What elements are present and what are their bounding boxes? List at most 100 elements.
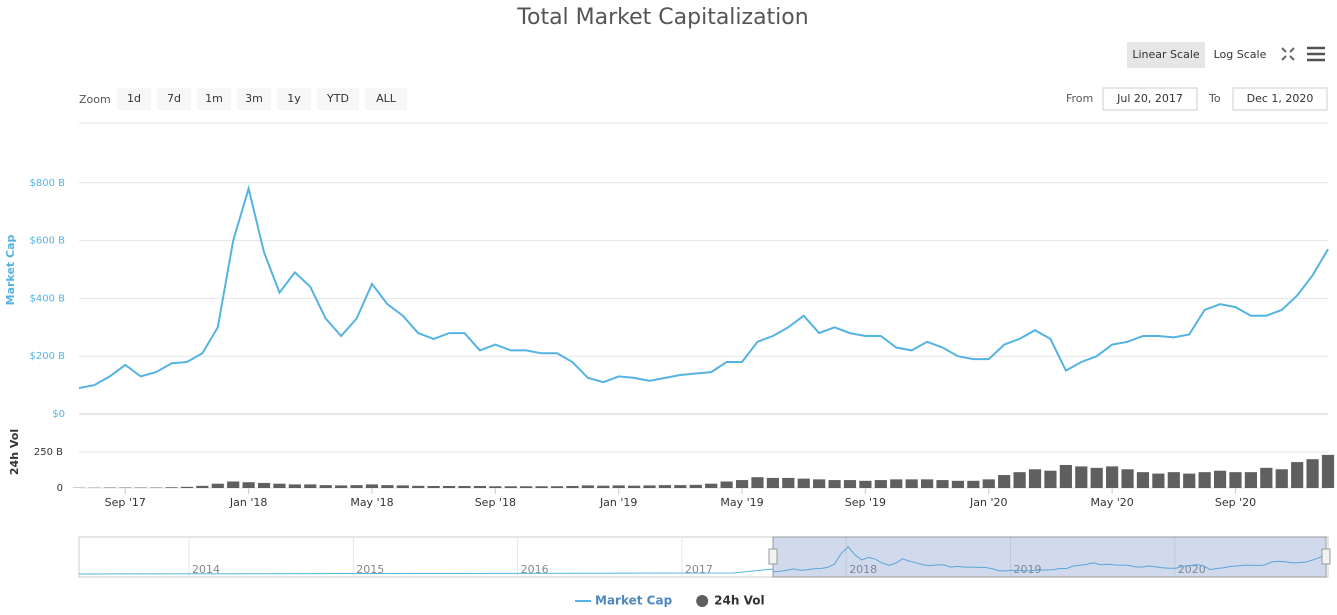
log-label[interactable]: Log Scale <box>1214 48 1267 61</box>
navigator-label: 2016 <box>521 563 549 576</box>
volume-bar <box>1183 474 1195 488</box>
volume-bar <box>227 482 239 488</box>
volume-bar <box>551 486 563 488</box>
volume-bar <box>582 485 594 488</box>
volume-bar <box>1091 468 1103 488</box>
navigator-handle[interactable] <box>1322 549 1330 564</box>
volume-bar <box>859 481 871 488</box>
x-tick-label: Jan '18 <box>229 496 267 509</box>
volume-bar <box>1106 466 1118 488</box>
zoom-button-label[interactable]: 1y <box>287 92 301 105</box>
volume-bar <box>936 480 948 488</box>
navigator-selection[interactable] <box>773 537 1326 577</box>
y-tick-label: $400 B <box>30 293 66 304</box>
volume-bar <box>813 479 825 488</box>
fullscreen-icon[interactable] <box>1282 48 1294 60</box>
volume-bar <box>721 482 733 488</box>
volume-bar <box>1291 462 1303 488</box>
linear-label[interactable]: Linear Scale <box>1132 48 1200 61</box>
volume-bar <box>906 479 918 488</box>
volume-bar <box>1121 469 1133 488</box>
volume-bar <box>366 484 378 488</box>
volume-bar <box>397 485 409 488</box>
from-label: From <box>1066 92 1093 105</box>
x-tick-label: Jan '20 <box>969 496 1007 509</box>
y-axis-title: Market Cap <box>4 235 17 306</box>
market-cap-line <box>79 189 1328 388</box>
volume-bar <box>243 482 255 488</box>
volume-bar <box>828 480 840 488</box>
x-tick-label: May '18 <box>350 496 393 509</box>
volume-bar <box>983 479 995 488</box>
volume-bar <box>165 487 177 488</box>
navigator-handle[interactable] <box>769 549 777 564</box>
volume-bar <box>196 486 208 488</box>
x-tick-label: May '20 <box>1090 496 1133 509</box>
volume-bar <box>1260 468 1272 488</box>
volume-bar <box>1075 466 1087 488</box>
volume-bar <box>428 486 440 488</box>
to-value[interactable]: Dec 1, 2020 <box>1247 92 1314 105</box>
volume-bar <box>1199 472 1211 488</box>
y-tick-label: $200 B <box>30 351 66 362</box>
volume-bar <box>1306 459 1318 488</box>
volume-bar <box>628 486 640 488</box>
x-tick-label: May '19 <box>720 496 763 509</box>
zoom-button-label[interactable]: 1m <box>205 92 223 105</box>
volume-bar <box>921 479 933 488</box>
zoom-button-label[interactable]: YTD <box>326 92 349 105</box>
volume-bar <box>1245 472 1257 488</box>
volume-bar <box>705 484 717 488</box>
volume-bar <box>1322 455 1334 488</box>
volume-bar <box>535 486 547 488</box>
volume-bar <box>736 480 748 488</box>
volume-bar <box>659 485 671 488</box>
volume-bar <box>1168 472 1180 488</box>
x-tick-label: Sep '19 <box>845 496 886 509</box>
volume-bar <box>412 486 424 488</box>
volume-bar <box>767 478 779 488</box>
volume-bar <box>1276 469 1288 488</box>
volume-bar <box>967 481 979 488</box>
volume-bar <box>782 478 794 488</box>
x-tick-label: Jan '19 <box>599 496 637 509</box>
y-tick-label: $600 B <box>30 236 66 247</box>
volume-bar <box>613 485 625 488</box>
volume-bar <box>1137 472 1149 488</box>
volume-bar <box>258 483 270 488</box>
volume-bar <box>674 485 686 488</box>
navigator-label: 2017 <box>685 563 713 576</box>
volume-bar <box>1060 465 1072 488</box>
volume-bar <box>505 486 517 488</box>
legend-symbol[interactable] <box>696 595 708 607</box>
from-value[interactable]: Jul 20, 2017 <box>1116 92 1183 105</box>
volume-bar <box>489 486 501 488</box>
chart-title: Total Market Capitalization <box>516 5 808 30</box>
menu-icon[interactable] <box>1307 48 1325 60</box>
zoom-button-label[interactable]: 3m <box>245 92 263 105</box>
volume-bar <box>520 486 532 488</box>
volume-bar <box>320 485 332 488</box>
legend-label[interactable]: Market Cap <box>595 594 673 608</box>
volume-bar <box>381 485 393 488</box>
volume-bar <box>443 486 455 488</box>
volume-bar <box>289 484 301 488</box>
zoom-button-label[interactable]: 7d <box>167 92 181 105</box>
zoom-button-label[interactable]: 1d <box>127 92 141 105</box>
legend-label[interactable]: 24h Vol <box>714 594 764 608</box>
zoom-label: Zoom <box>79 93 111 106</box>
volume-bar <box>1229 472 1241 488</box>
volume-bar <box>1044 471 1056 488</box>
volume-bar <box>597 486 609 488</box>
volume-bar <box>751 477 763 488</box>
y-tick-label: $800 B <box>30 178 66 189</box>
y2-tick-label: 250 B <box>34 447 63 458</box>
zoom-button-label[interactable]: ALL <box>376 92 397 105</box>
volume-bar <box>273 484 285 488</box>
x-tick-label: Sep '18 <box>475 496 516 509</box>
volume-bar <box>643 485 655 488</box>
volume-bar <box>1214 471 1226 488</box>
volume-bar <box>875 480 887 488</box>
